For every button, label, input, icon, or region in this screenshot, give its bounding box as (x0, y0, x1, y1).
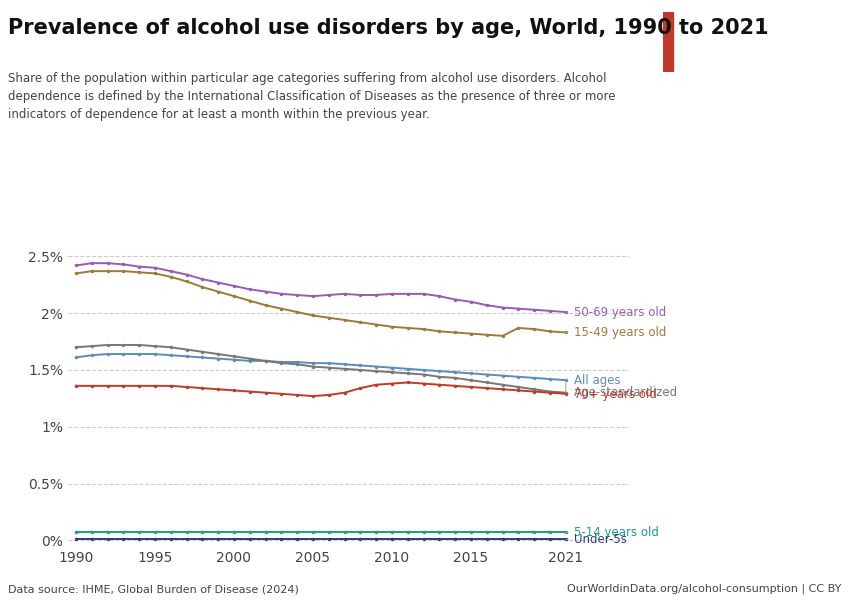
Text: All ages: All ages (574, 374, 620, 386)
Text: 5-14 years old: 5-14 years old (574, 526, 659, 539)
Text: OurWorldinData.org/alcohol-consumption | CC BY: OurWorldinData.org/alcohol-consumption |… (567, 583, 842, 594)
Text: 15-49 years old: 15-49 years old (574, 326, 666, 339)
Text: Data source: IHME, Global Burden of Disease (2024): Data source: IHME, Global Burden of Dise… (8, 584, 299, 594)
Text: 50-69 years old: 50-69 years old (574, 305, 666, 319)
Bar (663, 12, 673, 72)
Text: Age-standardized: Age-standardized (574, 386, 677, 399)
Text: Our World: Our World (720, 34, 783, 44)
Text: in Data: in Data (729, 52, 774, 62)
Text: 70+ years old: 70+ years old (574, 388, 656, 401)
Text: Under-5s: Under-5s (574, 533, 626, 545)
Text: Share of the population within particular age categories suffering from alcohol : Share of the population within particula… (8, 72, 616, 121)
Text: Prevalence of alcohol use disorders by age, World, 1990 to 2021: Prevalence of alcohol use disorders by a… (8, 18, 769, 38)
